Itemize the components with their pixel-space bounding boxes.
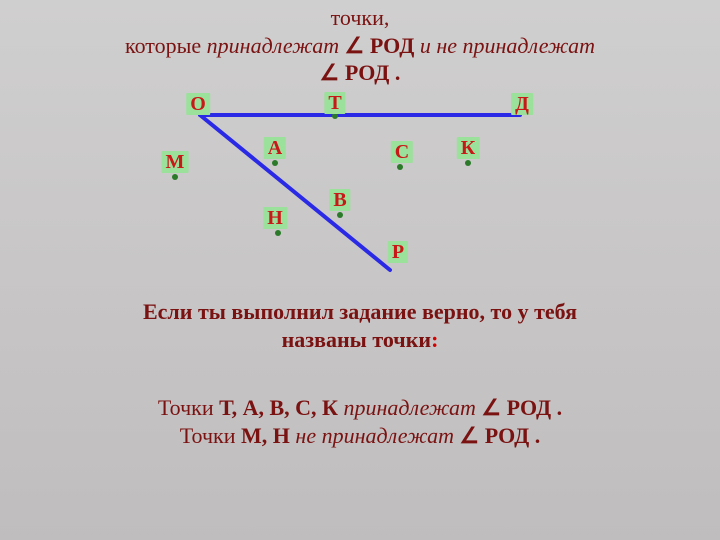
point-dot-c [397, 164, 403, 170]
a1a: Точки [158, 395, 219, 420]
point-label-d: Д [511, 93, 533, 115]
point-dot-m [172, 174, 178, 180]
point-label-m: М [162, 151, 189, 173]
instruction-line-1: точки, [0, 4, 720, 32]
instruction-text: точки, которые принадлежат ∠ РОД и не пр… [0, 4, 720, 87]
t2a: которые [125, 33, 207, 58]
point-dot-b [337, 212, 343, 218]
answer-line-2: Точки М, Н не принадлежат ∠ РОД . [0, 422, 720, 450]
point-label-k: К [457, 137, 480, 159]
point-label-t: Т [324, 92, 345, 114]
point-label-n: Н [263, 207, 287, 229]
point-label-c: С [391, 141, 413, 163]
point-label-a: А [264, 137, 286, 159]
point-label-b: В [329, 189, 350, 211]
point-label-p: Р [388, 241, 408, 263]
confirm-text: Если ты выполнил задание верно, то у теб… [0, 298, 720, 353]
c2b: : [431, 327, 438, 352]
a1d: ∠ РОД . [481, 395, 562, 420]
point-label-o: О [186, 93, 210, 115]
answer-line-1: Точки Т, А, В, С, К принадлежат ∠ РОД . [0, 394, 720, 422]
a2a: Точки [180, 423, 241, 448]
point-dot-k [465, 160, 471, 166]
confirm-line-2: названы точки: [0, 326, 720, 354]
t2b: принадлежат [207, 33, 339, 58]
a2d: ∠ РОД . [460, 423, 541, 448]
a1c: принадлежат [343, 395, 481, 420]
t2c: ∠ РОД [339, 33, 420, 58]
instruction-line-3: ∠ РОД . [0, 59, 720, 87]
ray-op [200, 115, 390, 270]
t2d: и не принадлежат [420, 33, 595, 58]
point-dots-layer [172, 113, 471, 236]
instruction-line-2: которые принадлежат ∠ РОД и не принадлеж… [0, 32, 720, 60]
point-dot-n [275, 230, 281, 236]
a2c: не принадлежат [295, 423, 459, 448]
a2b: М, Н [241, 423, 295, 448]
a1b: Т, А, В, С, К [219, 395, 343, 420]
answer-text: Точки Т, А, В, С, К принадлежат ∠ РОД . … [0, 394, 720, 449]
point-dot-a [272, 160, 278, 166]
confirm-line-1: Если ты выполнил задание верно, то у теб… [0, 298, 720, 326]
c2a: названы точки [282, 327, 431, 352]
